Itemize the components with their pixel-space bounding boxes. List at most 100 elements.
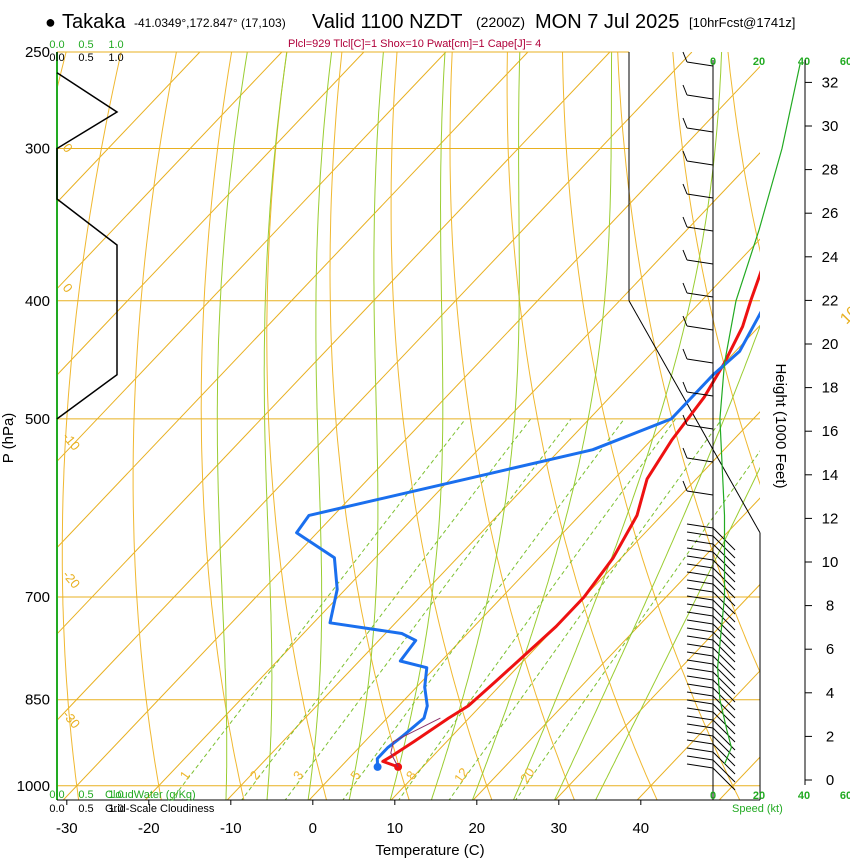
- valid-utc: (2200Z): [476, 14, 525, 30]
- tropo-frame-diagonal: [628, 300, 761, 533]
- height-tick-label: 24: [822, 249, 839, 266]
- wind-barb-low: [712, 679, 736, 703]
- isotherm-line: [57, 52, 365, 376]
- wind-barb: [686, 675, 714, 681]
- isotherm-line: [390, 411, 760, 800]
- isotherm-label: 10: [837, 303, 850, 328]
- wind-barb: [686, 325, 714, 331]
- dry-adiabat-line: [449, 52, 575, 800]
- mixing-ratio-line: [398, 418, 677, 800]
- surface-dewpoint-marker: [373, 762, 382, 771]
- isotherm-line: [57, 52, 611, 635]
- wind-barb-flag: [682, 249, 688, 261]
- pressure-tick-label: 250: [25, 44, 50, 61]
- height-tick-label: 32: [822, 74, 839, 91]
- wind-barb: [686, 259, 714, 265]
- dry-adiabat-line: [672, 52, 760, 486]
- moist-adiabat-line: [595, 466, 760, 800]
- speed-top-tick: 60: [840, 56, 850, 68]
- height-tick-label: 22: [822, 292, 839, 309]
- mixing-ratio-label: 8: [403, 768, 419, 783]
- cloudiness-legend: Grid-Scale Cloudiness: [105, 803, 215, 815]
- x-tick-label: 0: [309, 820, 317, 837]
- mixing-ratio-line: [515, 450, 760, 800]
- wind-barb-low: [712, 719, 736, 743]
- wind-barb-flag: [682, 183, 688, 195]
- wind-barb: [686, 739, 714, 745]
- wind-barb: [686, 160, 714, 166]
- wind-barb-low: [712, 631, 736, 655]
- dry-adiabat-line: [329, 52, 410, 800]
- wind-barb-low: [712, 639, 736, 663]
- wind-barb: [686, 627, 714, 633]
- wind-barb-low: [712, 767, 736, 791]
- wind-barb-flag: [682, 216, 688, 228]
- height-tick-label: 6: [826, 641, 834, 658]
- mixing-ratio-label: 2: [247, 768, 263, 783]
- wind-barb-low: [712, 671, 736, 695]
- wind-barb: [686, 547, 714, 553]
- cloudiness-top-tick: 0.5: [78, 52, 93, 64]
- dry-adiabat-line: [562, 52, 741, 800]
- bullet-icon: ●: [45, 12, 56, 32]
- wind-barb: [686, 635, 714, 641]
- wind-barb: [686, 127, 714, 133]
- isotherm-line: [57, 52, 447, 463]
- pressure-tick-label: 700: [25, 589, 50, 606]
- temperature-profile: [381, 269, 760, 769]
- wind-barb: [686, 531, 714, 537]
- wind-barb: [686, 763, 714, 769]
- dry-adiabat-line: [506, 52, 658, 800]
- moist-adiabat-line: [512, 52, 723, 800]
- wind-barb-flag: [682, 381, 688, 393]
- height-tick-label: 8: [826, 598, 834, 615]
- dry-adiabat-line: [266, 52, 328, 800]
- dry-adiabat-line: [783, 52, 850, 801]
- cloudwater-bottom-tick: 1.0: [108, 789, 123, 801]
- pressure-tick-label: 850: [25, 692, 50, 709]
- isotherm-line: [62, 65, 760, 800]
- speed-bottom-tick: 20: [753, 790, 765, 802]
- dry-adiabat-line: [838, 52, 850, 801]
- wind-barb: [686, 723, 714, 729]
- wind-barb: [686, 667, 714, 673]
- mixing-ratio-label: 1: [177, 768, 193, 783]
- adiabat-label: 0: [60, 280, 76, 295]
- mixing-ratio-line: [448, 418, 723, 800]
- dry-adiabat-line: [200, 52, 245, 800]
- wind-barb: [686, 579, 714, 585]
- wind-barb-low: [712, 615, 736, 639]
- isotherm-line: [472, 497, 760, 800]
- height-tick-label: 0: [826, 772, 834, 789]
- x-tick-label: 10: [386, 820, 403, 837]
- dewpoint-profile: [295, 310, 760, 767]
- wind-barb-low: [712, 647, 736, 671]
- wind-barb: [686, 715, 714, 721]
- pressure-tick-label: 300: [25, 141, 50, 158]
- isotherm-line: [636, 670, 760, 800]
- parcel-path: [390, 717, 441, 768]
- dry-adiabat-line: [390, 52, 493, 800]
- pressure-tick-label: 500: [25, 411, 50, 428]
- isotherm-line: [226, 238, 760, 800]
- speed-top-tick: 20: [753, 56, 765, 68]
- wind-barb: [686, 490, 714, 496]
- moist-adiabat-line: [348, 52, 384, 800]
- wind-barb-low: [712, 743, 736, 767]
- isotherm-line: [57, 52, 529, 549]
- speed-bottom-tick: 60: [840, 790, 850, 802]
- wind-barb-flag: [682, 480, 688, 492]
- isotherm-label: 20: [848, 378, 850, 403]
- adiabat-label: -10: [60, 429, 84, 453]
- cloudiness-bottom-tick: 0.5: [78, 803, 93, 815]
- wind-barb-low: [712, 759, 736, 783]
- cloudwater-top-tick: 1.0: [108, 39, 123, 51]
- wind-barb-low: [712, 703, 736, 727]
- wind-barb: [686, 61, 714, 67]
- wind-barb: [686, 94, 714, 100]
- height-tick-label: 12: [822, 510, 839, 527]
- wind-barb: [686, 603, 714, 609]
- mixing-ratio-label: 3: [290, 768, 306, 783]
- x-tick-label: -10: [220, 820, 242, 837]
